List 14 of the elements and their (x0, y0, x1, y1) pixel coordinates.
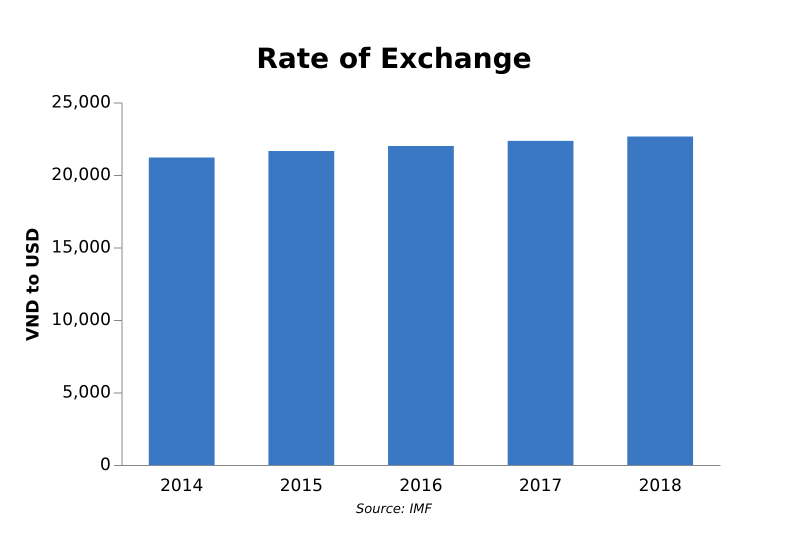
y-tick-label: 15,000 (51, 238, 111, 258)
chart-title: Rate of Exchange (255, 42, 533, 75)
y-axis-title: VND to USD (24, 228, 44, 342)
x-tick-label: 2014 (160, 476, 204, 496)
y-tick-label: 0 (100, 455, 111, 476)
source-note: Source: IMF (355, 502, 434, 517)
x-tick-label: 2018 (638, 476, 682, 496)
y-tick-label: 20,000 (51, 165, 111, 186)
x-tick-label: 2016 (399, 476, 443, 496)
y-tick-label: 10,000 (51, 310, 111, 330)
x-tick-label: 2017 (518, 476, 562, 496)
y-tick-label: 25,000 (51, 92, 111, 113)
x-tick-label: 2015 (280, 476, 323, 496)
y-tick-label: 5,000 (62, 382, 111, 403)
